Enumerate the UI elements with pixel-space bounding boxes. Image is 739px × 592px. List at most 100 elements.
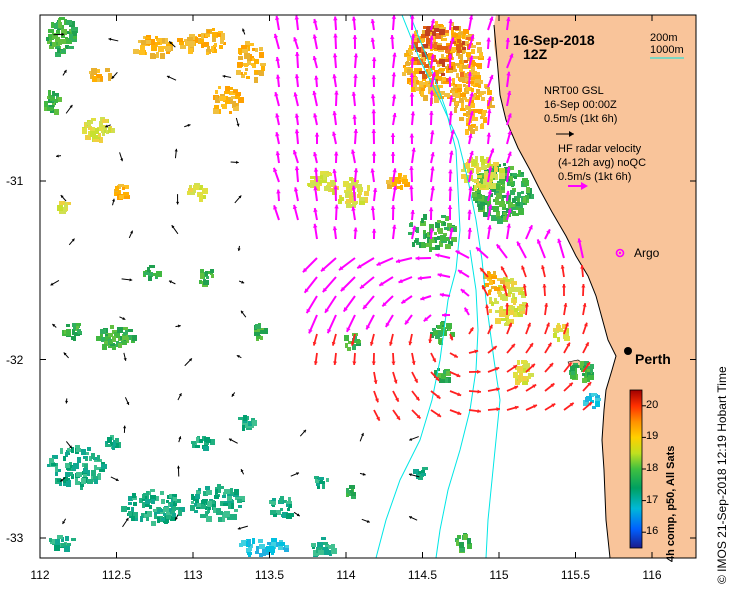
sst-pixel	[261, 66, 265, 71]
sst-pixel	[475, 72, 480, 75]
sst-pixel	[515, 287, 521, 292]
hf-vector-head	[308, 328, 313, 334]
sst-pixel	[207, 46, 210, 50]
sst-pixel	[110, 343, 115, 346]
gsl-vector-head	[362, 472, 366, 476]
sst-pixel	[447, 64, 451, 67]
sst-pixel	[99, 126, 103, 129]
sst-pixel	[56, 469, 61, 472]
hf-vector-head	[398, 278, 403, 284]
hf-strong-vector-head	[396, 415, 400, 420]
hf-vector-head	[395, 258, 401, 264]
sst-pixel	[166, 515, 171, 519]
hf-vector-head	[428, 207, 434, 212]
sst-pixel	[108, 127, 111, 133]
sst-pixel	[459, 43, 463, 47]
hf-vector-head	[577, 238, 582, 243]
sst-pixel	[89, 456, 92, 461]
sst-pixel	[512, 293, 515, 299]
sst-pixel	[438, 49, 444, 52]
sst-pixel	[442, 77, 446, 82]
sst-pixel	[217, 33, 223, 37]
sst-pixel	[409, 223, 413, 227]
sst-pixel	[178, 510, 182, 516]
sst-pixel	[483, 276, 487, 279]
sst-pixel	[254, 332, 260, 336]
sst-pixel	[403, 65, 406, 68]
hf-vector-head	[487, 96, 493, 101]
hf-vector-head	[331, 131, 337, 136]
sst-pixel	[215, 98, 220, 103]
sst-pixel	[481, 160, 485, 166]
sst-pixel	[151, 521, 156, 526]
sst-pixel	[203, 280, 209, 285]
sst-pixel	[66, 481, 71, 487]
sst-pixel	[386, 180, 392, 184]
sst-pixel	[474, 185, 477, 191]
sst-pixel	[96, 336, 101, 341]
sst-pixel	[591, 393, 597, 396]
sst-pixel	[489, 281, 493, 285]
sst-pixel	[72, 37, 77, 42]
sst-pixel	[169, 508, 172, 514]
date-label: 16-Sep-2018	[513, 32, 595, 48]
sst-pixel	[99, 121, 103, 127]
hf-vector-head	[273, 167, 278, 173]
sst-pixel	[509, 182, 514, 186]
sst-pixel	[116, 190, 121, 194]
hf-vector-head	[351, 91, 357, 96]
sst-pixel	[72, 466, 76, 471]
sst-pixel	[211, 274, 214, 278]
sst-pixel	[272, 498, 276, 502]
hf-vector-head	[467, 209, 472, 214]
sst-pixel	[202, 188, 208, 194]
sst-pixel	[260, 330, 264, 334]
sst-pixel	[429, 247, 432, 252]
sst-pixel	[435, 21, 438, 25]
hf-vector-head	[468, 15, 474, 20]
sst-pixel	[490, 105, 495, 108]
hf-strong-vector-head	[374, 398, 379, 403]
sst-pixel	[64, 19, 67, 25]
sst-pixel	[510, 278, 514, 281]
sst-pixel	[364, 191, 369, 196]
sst-pixel	[83, 456, 88, 459]
sst-pixel	[511, 206, 516, 210]
sst-pixel	[346, 491, 349, 497]
sst-pixel	[487, 164, 493, 168]
sst-pixel	[208, 507, 211, 510]
sst-pixel	[501, 186, 505, 190]
sst-pixel	[197, 192, 203, 197]
sst-pixel	[239, 49, 242, 55]
sst-pixel	[67, 448, 70, 453]
sst-pixel	[98, 133, 101, 137]
gsl-vector-head	[105, 124, 109, 128]
hf-strong-vector-head	[492, 346, 497, 350]
hf-vector-head	[325, 308, 330, 313]
hf-vector-head	[392, 52, 397, 57]
hf-vector-head	[304, 288, 309, 293]
sst-pixel	[189, 185, 192, 188]
sst-pixel	[451, 22, 454, 26]
sst-pixel	[513, 372, 518, 378]
sst-pixel	[128, 496, 133, 501]
sst-pixel	[452, 83, 455, 86]
sst-pixel	[476, 89, 480, 94]
sst-pixel	[326, 478, 329, 482]
gsl-vector-head	[231, 393, 235, 397]
sst-pixel	[213, 507, 216, 513]
sst-pixel	[434, 370, 437, 374]
sst-pixel	[523, 368, 526, 372]
sst-pixel	[521, 295, 526, 298]
sst-pixel	[426, 38, 431, 44]
sst-pixel	[285, 545, 289, 548]
sst-pixel	[426, 72, 432, 76]
sst-pixel	[195, 503, 201, 507]
sst-pixel	[352, 344, 356, 350]
sst-pixel	[160, 491, 164, 495]
colorbar	[629, 389, 643, 549]
sst-pixel	[506, 283, 510, 289]
sst-pixel	[473, 62, 476, 66]
sst-pixel	[220, 39, 224, 44]
hf-vector-head	[353, 168, 359, 173]
